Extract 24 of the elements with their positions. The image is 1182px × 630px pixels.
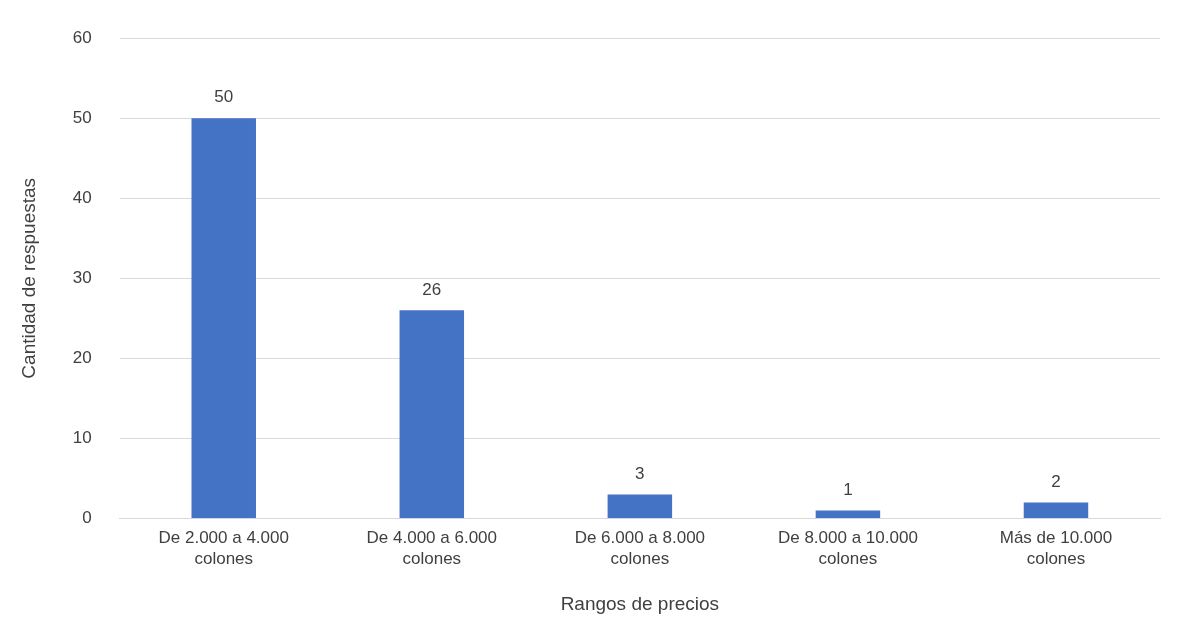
data-label: 1: [843, 479, 853, 499]
x-tick-label: De 4.000 a 6.000 colones: [366, 528, 498, 568]
y-tick-label: 60: [72, 27, 92, 47]
bar: [191, 118, 256, 518]
bar: [815, 510, 881, 518]
data-label: 26: [422, 279, 442, 299]
bar: [1023, 502, 1089, 518]
bar: [399, 310, 465, 518]
x-tick-label: De 2.000 a 4.000 colones: [158, 528, 289, 568]
y-tick-label: 50: [72, 107, 92, 127]
y-tick-label: 0: [82, 508, 92, 528]
y-tick-label: 30: [72, 267, 92, 287]
x-tick-label: De 8.000 a 10.000 colones: [777, 528, 918, 568]
y-tick-label: 10: [72, 428, 92, 448]
bar: [607, 494, 673, 518]
y-tick-label: 20: [72, 348, 92, 368]
x-tick-label: De 6.000 a 8.000 colones: [574, 528, 706, 568]
y-tick-label: 40: [72, 187, 92, 207]
data-label: 2: [1051, 471, 1061, 491]
data-label: 3: [635, 463, 645, 483]
data-label: 50: [214, 87, 234, 107]
y-axis-title: Cantidad de respuestas: [17, 177, 39, 379]
x-axis-title: Rangos de precios: [560, 592, 720, 614]
x-tick-label: Más de 10.000 colones: [999, 528, 1113, 568]
